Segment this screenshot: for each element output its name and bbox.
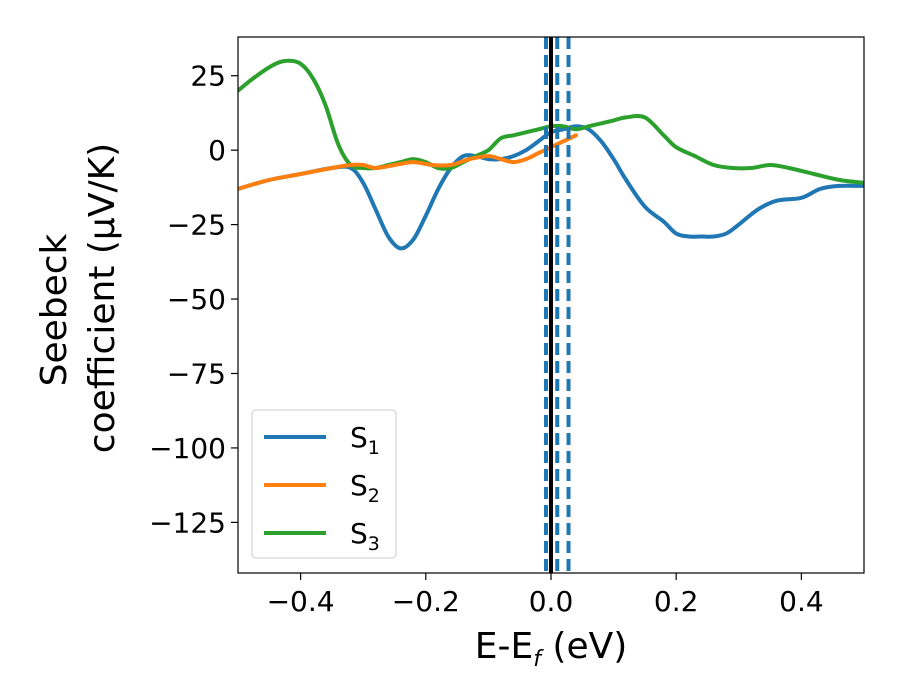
reference-lines [543,37,571,573]
y-tick-label: −75 [167,357,226,390]
y-tick-label: −50 [167,283,226,316]
legend-label-s3: S3 [350,517,380,555]
series-line-s2 [238,133,578,191]
series-line-s3 [238,58,864,185]
x-tick-label: −0.4 [267,585,335,618]
y-axis-title-line1: Seebeck [34,233,75,386]
x-axis-ticks: −0.4 −0.2 0.0 0.2 0.4 [267,573,824,618]
legend-label-s2: S2 [350,469,380,507]
y-axis-ticks: 25 0 −25 −50 −75 −100 −125 [149,60,238,539]
x-tick-label: 0.2 [654,585,699,618]
legend: S1 S2 S3 [251,409,397,559]
y-tick-label: 25 [190,60,226,93]
x-tick-label: 0.4 [779,585,824,618]
y-tick-label: −125 [149,506,226,539]
y-axis-title-line2: coefficient (μV/K) [82,143,123,453]
y-tick-label: −100 [149,432,226,465]
x-tick-label: −0.2 [392,585,460,618]
x-axis-title: E-Ef (eV) [475,626,628,672]
y-tick-label: −25 [167,209,226,242]
legend-label-s1: S1 [350,421,380,459]
x-tick-label: 0.0 [529,585,574,618]
y-tick-label: 0 [208,134,226,167]
